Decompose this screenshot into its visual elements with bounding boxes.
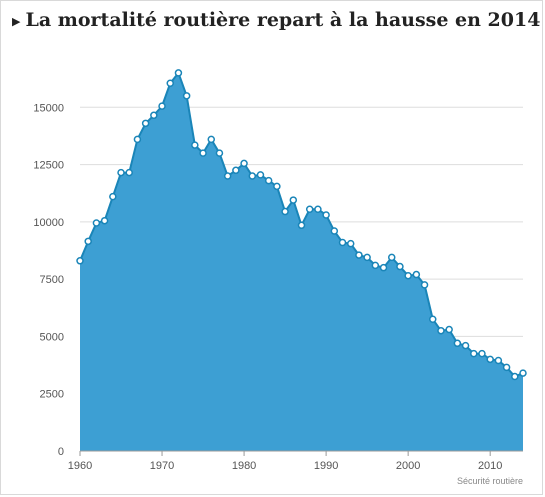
y-tick-label: 7500: [40, 274, 64, 286]
data-point-1981: [248, 172, 257, 180]
data-point-1976: [207, 135, 216, 144]
data-point-2006: [453, 339, 462, 348]
x-tick-label: 2010: [478, 460, 502, 472]
data-point-1996: [371, 261, 380, 270]
data-point-1989: [314, 205, 322, 214]
data-point-1995: [363, 253, 371, 262]
data-point-2014: [519, 369, 527, 377]
data-point-1986: [289, 196, 298, 204]
data-point-1962: [92, 219, 101, 227]
data-point-2004: [437, 326, 445, 335]
data-point-1963: [100, 216, 109, 225]
chart-title-text: La mortalité routière repart à la hausse…: [25, 9, 541, 31]
x-tick-label: 1970: [150, 460, 174, 472]
data-point-2012: [502, 363, 511, 372]
x-tick-label: 1980: [232, 460, 256, 472]
x-axis-ticks: 1960 1970 1980 1990 2000 2010: [68, 451, 502, 472]
data-point-2009: [478, 349, 486, 358]
data-point-1988: [305, 205, 314, 214]
data-point-1980: [240, 159, 248, 168]
data-point-1973: [182, 92, 191, 100]
y-axis-ticks: 0 2500 5000 7500 10000 12500 15000: [33, 102, 64, 458]
data-point-1961: [84, 237, 92, 246]
x-tick-label: 1990: [314, 460, 338, 472]
data-point-1994: [355, 251, 363, 259]
data-point-2000: [404, 271, 412, 280]
y-tick-label: 5000: [40, 331, 64, 343]
data-point-1990: [322, 211, 330, 219]
data-point-1975: [199, 149, 207, 157]
data-point-1987: [297, 221, 306, 230]
data-point-2003: [429, 315, 437, 323]
play-arrow-icon: ▶: [12, 14, 21, 28]
data-point-2007: [461, 341, 470, 350]
data-point-1964: [109, 192, 117, 201]
data-point-1991: [330, 227, 339, 235]
data-point-1982: [256, 171, 265, 179]
data-point-1966: [125, 168, 133, 177]
y-tick-label: 12500: [33, 160, 64, 172]
source-credit: Sécurité routière: [457, 476, 523, 486]
data-point-1971: [166, 79, 174, 87]
data-point-1968: [141, 119, 150, 128]
data-point-2010: [486, 355, 494, 364]
data-point-2013: [511, 372, 519, 381]
data-point-1972: [174, 69, 183, 77]
data-point-1969: [150, 111, 158, 120]
data-point-2002: [420, 281, 429, 289]
y-tick-label: 15000: [33, 102, 64, 114]
y-tick-label: 2500: [40, 389, 64, 401]
data-point-1979: [232, 166, 240, 175]
data-point-1993: [346, 239, 355, 248]
data-point-2005: [445, 325, 453, 334]
data-points: [76, 69, 527, 381]
data-point-1967: [133, 135, 142, 144]
x-tick-label: 2000: [396, 460, 420, 472]
data-point-1999: [396, 262, 404, 271]
data-point-1974: [191, 141, 199, 149]
y-tick-label: 0: [58, 446, 64, 458]
data-point-1985: [281, 207, 289, 216]
data-point-1998: [387, 253, 396, 262]
data-point-1983: [264, 176, 273, 185]
y-tick-label: 10000: [33, 217, 64, 229]
series-area: [80, 72, 523, 451]
data-point-1984: [273, 182, 281, 191]
chart-title: ▶ La mortalité routière repart à la hauss…: [12, 9, 540, 31]
data-point-1992: [338, 238, 347, 247]
data-point-2001: [412, 270, 421, 279]
data-point-1965: [117, 168, 125, 177]
data-point-1960: [76, 257, 84, 265]
data-point-2011: [494, 356, 503, 365]
data-point-1970: [158, 102, 166, 110]
x-tick-label: 1960: [68, 460, 92, 472]
data-point-1977: [215, 149, 224, 157]
data-point-1978: [223, 172, 232, 180]
data-point-1997: [379, 263, 388, 272]
data-point-2008: [470, 349, 478, 358]
